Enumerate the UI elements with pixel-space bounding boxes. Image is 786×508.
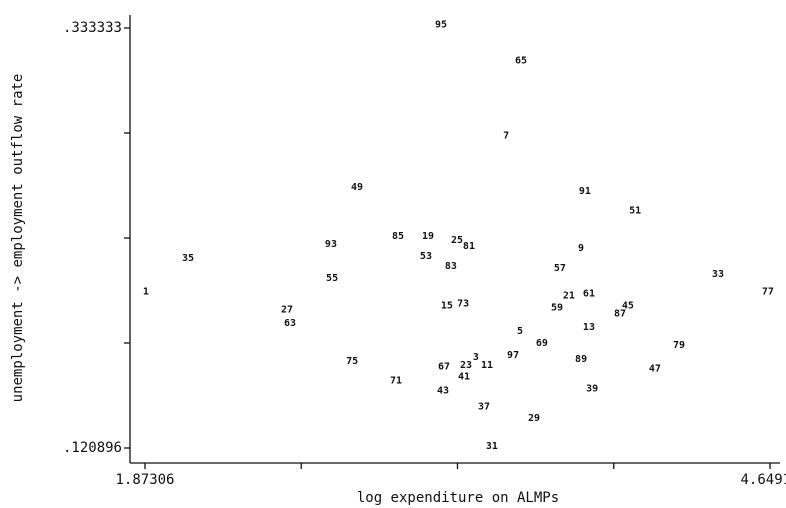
point-label: 51 [629,206,641,217]
point-label: 97 [507,350,519,361]
point-label: 37 [478,401,490,412]
point-label: 5 [517,326,523,337]
point-label: 93 [325,239,337,250]
point-label: 31 [486,441,498,452]
point-label: 49 [351,182,363,193]
point-label: 63 [284,318,296,329]
x-tick-label: 4.64917 [740,472,786,488]
point-label: 57 [554,263,566,274]
point-label: 81 [463,241,475,252]
point-label: 53 [420,251,432,262]
point-label: 67 [438,362,450,373]
point-label: 79 [673,340,685,351]
point-label: 35 [182,253,194,264]
point-label: 85 [392,231,404,242]
point-label: 73 [457,298,469,309]
point-label: 55 [326,273,338,284]
point-label: 39 [586,383,598,394]
y-tick-label: .120896 [63,440,122,456]
x-tick-label: 1.87306 [115,472,174,488]
point-label: 43 [437,385,449,396]
point-label: 83 [445,261,457,272]
point-label: 29 [528,413,540,424]
y-tick-label: .333333 [63,20,122,36]
point-label: 7 [503,130,509,141]
point-label: 89 [575,354,587,365]
point-label: 75 [346,356,358,367]
point-label: 87 [614,308,626,319]
x-axis-title: log expenditure on ALMPs [357,490,559,506]
point-label: 45 [622,300,634,311]
point-label: 65 [515,55,527,66]
point-label: 47 [649,364,661,375]
point-label: 59 [551,302,563,313]
y-axis-title: unemployment -> employment outflow rate [10,74,26,403]
point-label: 11 [481,360,493,371]
point-label: 3 [473,352,479,363]
point-label: 95 [435,20,447,31]
point-label: 21 [563,291,575,302]
point-label: 25 [451,235,463,246]
point-label: 13 [583,322,595,333]
point-label: 15 [441,300,453,311]
point-label: 41 [458,372,470,383]
point-label: 69 [536,338,548,349]
point-label: 61 [583,289,595,300]
point-label: 91 [579,186,591,197]
point-label: 33 [712,269,724,280]
point-label: 27 [281,304,293,315]
point-label: 9 [578,243,584,254]
point-label: 23 [460,360,472,371]
point-label: 71 [390,376,402,387]
point-label: 1 [143,287,149,298]
point-label: 19 [422,231,434,242]
point-label: 77 [762,287,774,298]
